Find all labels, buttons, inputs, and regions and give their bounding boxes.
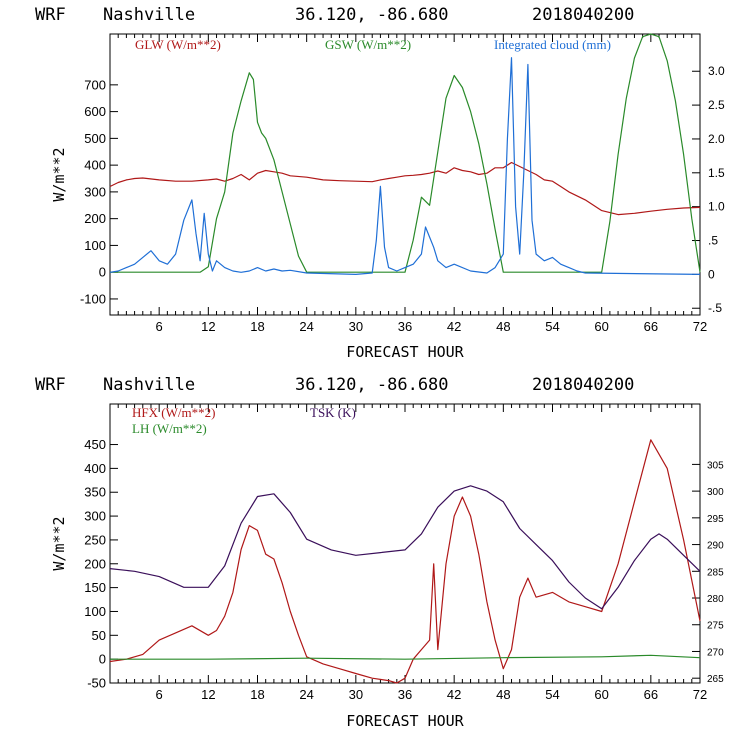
panel1-ytick-label: 500 xyxy=(84,131,106,146)
panel2-rtick-label: 275 xyxy=(707,621,724,632)
panel2-xtick-label: 18 xyxy=(250,687,264,702)
panel2-xtick-label: 48 xyxy=(496,687,510,702)
panel2-xtick-label: 60 xyxy=(594,687,608,702)
panel1-ytick-label: 100 xyxy=(84,238,106,253)
panel2-rtick-label: 265 xyxy=(707,674,724,685)
panel1-series-glw xyxy=(109,161,701,216)
panel1-xtick-label: 42 xyxy=(447,319,461,334)
panel2-rtick-label: 295 xyxy=(707,514,724,525)
panel2-xtick-label: 24 xyxy=(299,687,313,702)
panel1-xtick-label: 6 xyxy=(156,319,163,334)
panel1-rtick-label: 3.0 xyxy=(708,64,725,78)
panel1-ytick-label: 400 xyxy=(84,158,106,173)
panel2-ytick-label: 350 xyxy=(84,485,106,500)
panel1-header-location: Nashville xyxy=(103,5,195,25)
panel2-ytick-label: 50 xyxy=(92,628,106,643)
panel2-xtick-label: 54 xyxy=(545,687,559,702)
panel1-header-init: 2018040200 xyxy=(532,5,634,25)
panel1-rtick-label: 1.0 xyxy=(708,200,725,214)
panel1-xtick-label: 60 xyxy=(594,319,608,334)
panel2-ytick-label: 0 xyxy=(99,652,106,667)
panel2-rtick-label: 305 xyxy=(707,460,724,471)
panel1-ytick-label: 0 xyxy=(99,265,106,280)
panel1-series-gsw xyxy=(110,33,701,273)
panel1-xtick-label: 72 xyxy=(693,319,707,334)
panel1-ytick-label: 700 xyxy=(84,77,106,92)
panel1-header-model: WRF xyxy=(35,5,66,25)
panel2-xtick-label: 72 xyxy=(693,687,707,702)
panel2-header-init: 2018040200 xyxy=(532,375,634,395)
panel1-xtick-label: 54 xyxy=(545,319,559,334)
panel2-ytick-label: 400 xyxy=(84,461,106,476)
panel1-xtick-label: 24 xyxy=(299,319,313,334)
panel1-legend-gsw: GSW (W/m**2) xyxy=(325,37,411,52)
panel2-rtick-label: 285 xyxy=(707,567,724,578)
panel2-ytick-label: 300 xyxy=(84,509,106,524)
panel2-rtick-label: 270 xyxy=(707,647,724,658)
panel1-rtick-label: -.5 xyxy=(708,301,722,315)
panel1-rtick-label: 0 xyxy=(708,267,715,281)
panel2-ytick-label: 250 xyxy=(84,532,106,547)
panel2-legend-lh: LH (W/m**2) xyxy=(132,421,207,436)
panel1-xtick-label: 30 xyxy=(349,319,363,334)
panel2-rtick-label: 290 xyxy=(707,541,724,552)
panel1-xtick-label: 66 xyxy=(644,319,658,334)
panel1-legend-integrated: Integrated cloud (mm) xyxy=(494,37,611,52)
panel1-rtick-label: 2.0 xyxy=(708,132,725,146)
panel1-legend-glw: GLW (W/m**2) xyxy=(135,37,221,52)
panel2-ylabel: W/m**2 xyxy=(50,516,68,570)
panel1-ylabel: W/m**2 xyxy=(50,147,68,201)
panel2-xlabel: FORECAST HOUR xyxy=(346,712,464,730)
panel2-xtick-label: 12 xyxy=(201,687,215,702)
panel1-rtick-label: 2.5 xyxy=(708,98,725,112)
panel2-legend-tsk: TSK (K) xyxy=(310,405,356,420)
panel2-header-coords: 36.120, -86.680 xyxy=(295,375,449,395)
panel2-frame xyxy=(109,403,701,684)
panel2-xtick-label: 36 xyxy=(398,687,412,702)
panel1-rtick-label: 1.5 xyxy=(708,166,725,180)
panel1-chart: 6 12 18 24 30 36 42 48 54 60 66 72 FORECAST HOUR -100… xyxy=(50,33,725,361)
panel2-xtick-label: 66 xyxy=(644,687,658,702)
panel2-rtick-label: 300 xyxy=(707,487,724,498)
panel1-ytick-label: 200 xyxy=(84,211,106,226)
panel2-series-tsk xyxy=(109,485,701,610)
panel1-ytick-label: -100 xyxy=(80,291,106,306)
panel1-xtick-label: 12 xyxy=(201,319,215,334)
panel2-ytick-label: 150 xyxy=(84,580,106,595)
panel2-rtick-label: 280 xyxy=(707,594,724,605)
panel1-xlabel: FORECAST HOUR xyxy=(346,343,464,361)
panel2-legend-hfx: HFX (W/m**2) xyxy=(132,405,215,420)
panel1-xtick-label: 18 xyxy=(250,319,264,334)
panel2-ytick-label: -50 xyxy=(87,676,106,691)
panel1-header-coords: 36.120, -86.680 xyxy=(295,5,449,25)
panel1-ytick-label: 600 xyxy=(84,104,106,119)
panel2-header-model: WRF xyxy=(35,375,66,395)
panel1-series-integrated xyxy=(109,57,701,275)
panel1-xtick-label: 48 xyxy=(496,319,510,334)
panel2-series-hfx xyxy=(109,439,701,684)
panel1-rtick-label: .5 xyxy=(708,234,718,248)
panel2-ytick-label: 450 xyxy=(84,437,106,452)
panel2-chart: 6 12 18 24 30 36 42 48 54 60 66 72 FORECAST HOUR -50 0… xyxy=(50,403,724,730)
panel2-xtick-label: 42 xyxy=(447,687,461,702)
panel1-xtick-label: 36 xyxy=(398,319,412,334)
panel2-series-lh xyxy=(110,654,701,660)
panel2-header-location: Nashville xyxy=(103,375,195,395)
panel2-ytick-label: 200 xyxy=(84,556,106,571)
panel1-ytick-label: 300 xyxy=(84,184,106,199)
panel2-xtick-label: 6 xyxy=(156,687,163,702)
panel2-ytick-label: 100 xyxy=(84,604,106,619)
panel2-xtick-label: 30 xyxy=(349,687,363,702)
